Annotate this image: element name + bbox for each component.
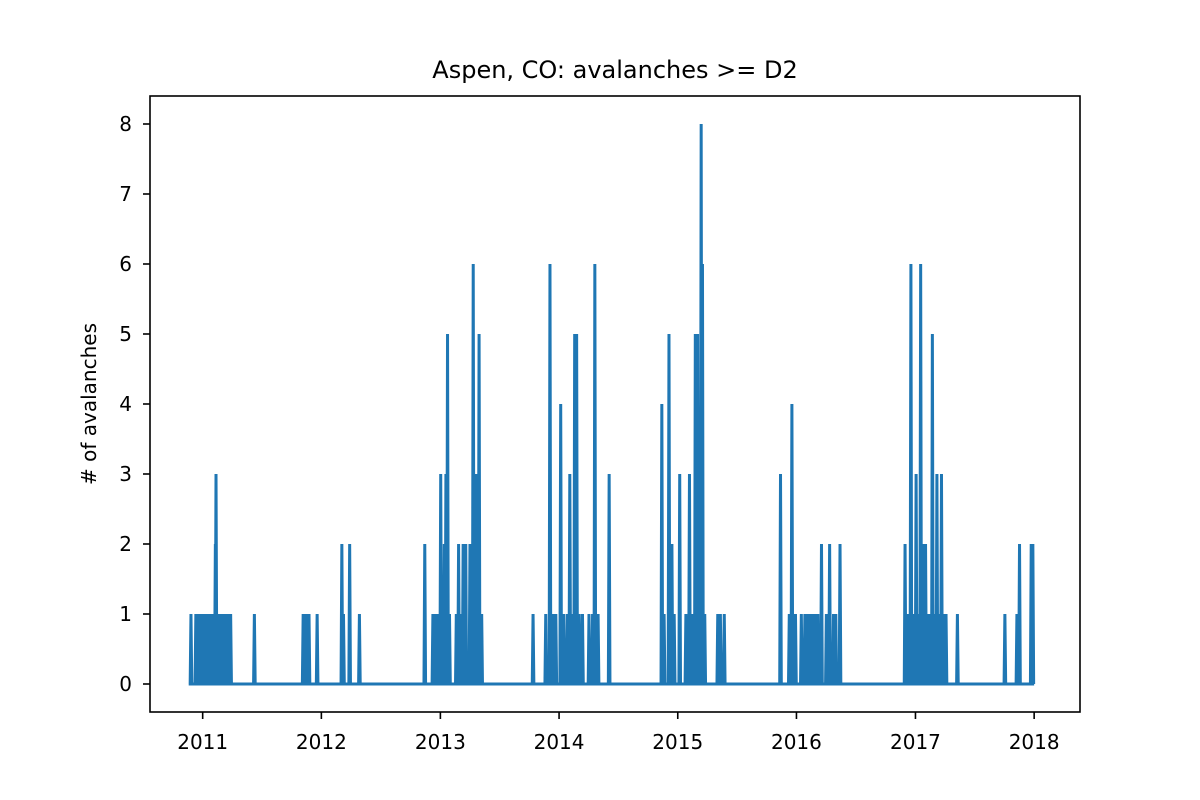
- y-tick-label-6: 6: [119, 252, 132, 276]
- y-tick-label-7: 7: [119, 182, 132, 206]
- y-tick-label-0: 0: [119, 672, 132, 696]
- y-tick-label-1: 1: [119, 602, 132, 626]
- y-tick-label-2: 2: [119, 532, 132, 556]
- x-tick-label-2013: 2013: [415, 730, 466, 754]
- x-tick-label-2011: 2011: [177, 730, 228, 754]
- chart-title: Aspen, CO: avalanches >= D2: [432, 56, 797, 84]
- y-tick-label-8: 8: [119, 112, 132, 136]
- x-tick-label-2018: 2018: [1009, 730, 1060, 754]
- series-line-0: [188, 123, 1036, 686]
- y-tick-label-3: 3: [119, 462, 132, 486]
- axes: 2011 2012 2013 2014 2015 2016 2017 2018 0 1 2 3 4 5 6 7…: [119, 95, 1081, 754]
- x-tick-label-2015: 2015: [652, 730, 703, 754]
- plot-area: [188, 123, 1036, 686]
- x-tick-label-2017: 2017: [890, 730, 941, 754]
- x-tick-label-2016: 2016: [771, 730, 822, 754]
- y-axis-label: # of avalanches: [77, 323, 101, 485]
- y-tick-label-4: 4: [119, 392, 132, 416]
- x-tick-label-2012: 2012: [296, 730, 347, 754]
- y-tick-label-5: 5: [119, 322, 132, 346]
- x-tick-label-2014: 2014: [534, 730, 585, 754]
